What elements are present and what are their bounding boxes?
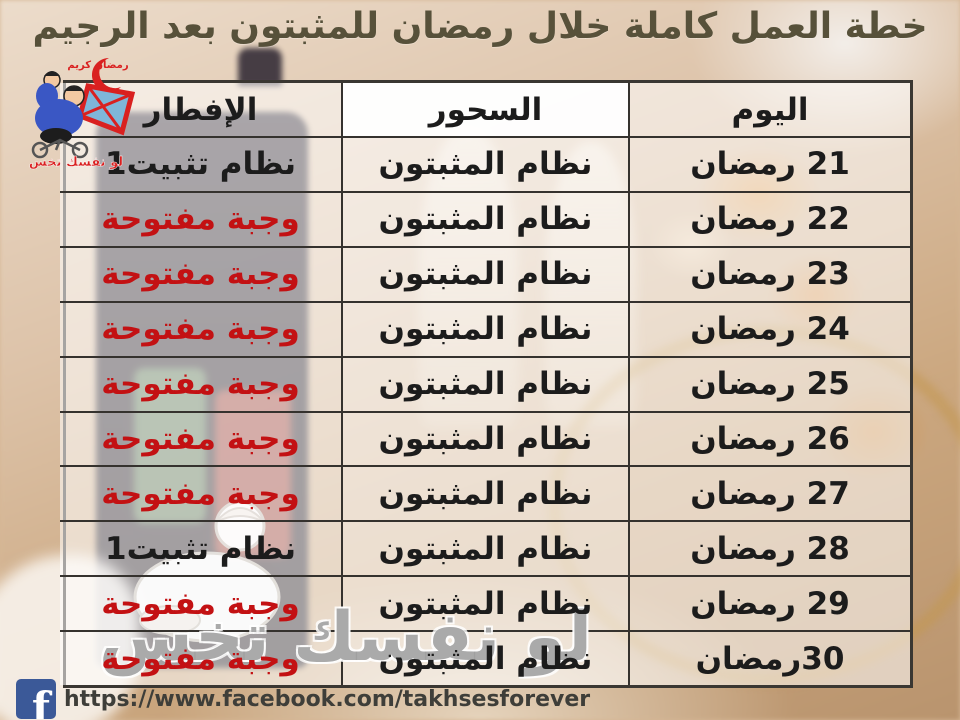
footer: f https://www.facebook.com/takhsesforeve… — [0, 678, 620, 720]
brand-logo: رمضان كريم لو نفسك تخس — [29, 57, 136, 170]
table-row-suhoor: نظام المثبتون — [343, 245, 630, 301]
crescent-icon — [91, 57, 121, 92]
lantern-hanger — [238, 48, 282, 86]
facebook-icon: f — [16, 679, 56, 719]
table-row-day: 23 رمضان — [630, 245, 910, 301]
table-row-day: 26 رمضان — [630, 410, 910, 466]
table-row-suhoor: نظام المثبتون — [343, 136, 630, 191]
table-row-day: 24 رمضان — [630, 300, 910, 356]
table-row-day: 28 رمضان — [630, 520, 910, 576]
table-row-suhoor: نظام المثبتون — [343, 630, 630, 685]
fat-man-shorts — [40, 128, 72, 144]
fat-man-body — [35, 99, 83, 137]
facebook-url: https://www.facebook.com/takhsesforever — [64, 686, 591, 712]
table-row-suhoor: نظام المثبتون — [343, 355, 630, 411]
table-row-iftar: وجبة مفتوحة — [60, 575, 343, 631]
table-row-iftar: وجبة مفتوحة — [60, 465, 343, 521]
table-row-suhoor: نظام المثبتون — [343, 300, 630, 356]
page-title: خطة العمل كاملة خلال رمضان للمثبتون بعد … — [32, 6, 928, 47]
table-row-iftar: وجبة مفتوحة — [60, 190, 343, 246]
table-row-iftar: نظام تثبيت1 — [60, 136, 343, 191]
column-header-day: اليوم — [630, 83, 910, 136]
table-row-iftar: وجبة مفتوحة — [60, 410, 343, 466]
bicycle-icon — [31, 138, 89, 159]
table-row-iftar: نظام تثبيت1 — [60, 520, 343, 576]
table-row-iftar: وجبة مفتوحة — [60, 355, 343, 411]
table-row-day: 22 رمضان — [630, 190, 910, 246]
logo-top-ribbon: رمضان كريم — [67, 60, 128, 71]
table-row-iftar: وجبة مفتوحة — [60, 300, 343, 356]
logo-bottom-ribbon: لو نفسك تخس — [29, 155, 123, 170]
table-row-day: 29 رمضان — [630, 575, 910, 631]
table-row-suhoor: نظام المثبتون — [343, 575, 630, 631]
table-row-iftar: وجبة مفتوحة — [60, 245, 343, 301]
table-row-suhoor: نظام المثبتون — [343, 190, 630, 246]
ramadan-plan-table: اليوم السحور الإفطار 21 رمضان نظام المثب… — [60, 80, 913, 688]
table-row-iftar: وجبة مفتوحة — [60, 630, 343, 685]
table-row-day: 21 رمضان — [630, 136, 910, 191]
table-row-day: 30رمضان — [630, 630, 910, 685]
table-row-day: 25 رمضان — [630, 355, 910, 411]
table-row-suhoor: نظام المثبتون — [343, 465, 630, 521]
table-row-suhoor: نظام المثبتون — [343, 410, 630, 466]
watermark-text: لو نفسك تخس — [98, 598, 592, 677]
table-row-suhoor: نظام المثبتون — [343, 520, 630, 576]
table-row-day: 27 رمضان — [630, 465, 910, 521]
column-header-suhoor: السحور — [343, 83, 630, 136]
